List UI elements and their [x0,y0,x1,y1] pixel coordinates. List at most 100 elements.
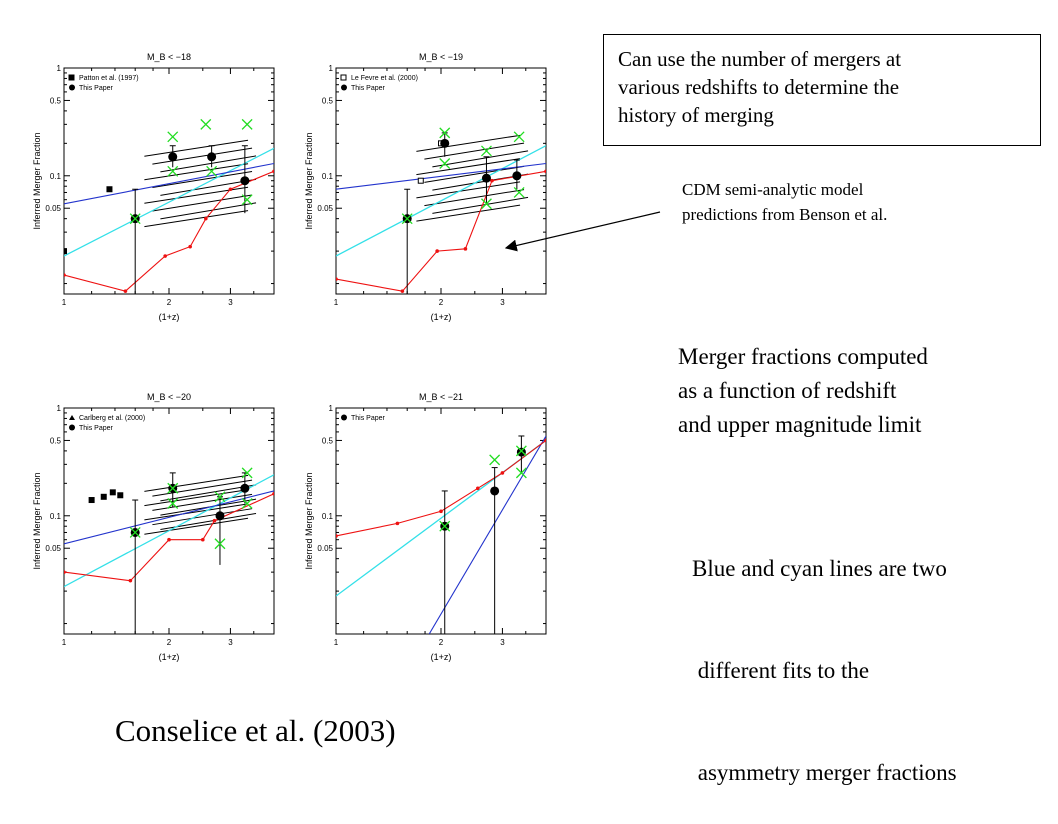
panel-mb-20: M_B < −20 1 0.5 0.1 0.05 1 2 3 (1+z) Inferred Mer… [28,380,278,680]
comparison-point [417,177,424,184]
y-tick-label: 0.1 [50,172,62,181]
panel-mb-18: M_B < −18 1 0.5 0.1 0.05 1 2 3 (1+z) Inferred Mer… [28,40,278,340]
red-model-point [476,486,480,491]
red-model-line [336,170,546,292]
hatch-line [152,194,253,212]
red-model-point [435,249,439,253]
text-line: Merger fractions computed [678,344,928,369]
red-model-point [272,491,274,496]
legend-label: This Paper [351,415,386,422]
green-x-marker [401,213,413,225]
green-x-marker [439,127,451,139]
blue-fit-line [64,490,274,545]
red-model-point [128,578,133,583]
legend-marker [340,74,347,81]
green-x-marker [129,527,141,538]
chart-title: M_B < −19 [419,52,463,62]
legend-label: This Paper [79,425,114,432]
comparison-point [117,492,124,499]
text-line: Blue and cyan lines are two [692,556,947,581]
legend-marker [69,84,75,91]
hatch-line [416,204,521,222]
note-line: CDM semi-analytic model [682,180,864,199]
this-paper-point [481,173,491,183]
plot-area [64,467,274,634]
cyan-fit-line [336,145,546,257]
panel-mb-19: M_B < −19 1 0.5 0.1 0.05 1 2 3 (1+z) Inferred Mer… [300,40,550,340]
x-tick-label: 1 [62,638,67,647]
green-x-marker [167,498,179,509]
cdm-arrow [504,211,661,252]
x-axis-label: (1+z) [159,312,180,322]
legend-label: This Paper [351,85,386,92]
hatch-line [160,155,257,173]
x-tick-label: 3 [228,298,233,307]
hatch-line [416,158,521,176]
x-tick-label: 2 [167,298,172,307]
red-model-point [500,471,505,475]
green-x-marker [241,194,253,206]
green-x-marker [241,498,253,509]
hatch-line [424,165,525,183]
citation: Conselice et al. (2003) [115,713,396,748]
x-tick-label: 3 [500,638,505,647]
y-tick-label: 0.1 [50,512,62,521]
green-x-marker [241,118,253,130]
y-axis-label: Inferred Merger Fraction [304,472,314,569]
green-x-marker [439,520,451,532]
green-x-marker [167,131,179,143]
note-line: various redshifts to determine the [618,75,900,99]
green-x-marker [200,118,212,130]
hatch-line [152,479,253,497]
panel-mb-21: M_B < −21 1 0.5 0.1 0.05 1 2 3 (1+z) Inferred Mer… [300,380,550,680]
green-x-marker [241,467,253,479]
green-x-marker [206,165,218,177]
y-tick-label: 0.05 [45,204,61,213]
this-paper-point [440,138,450,148]
hatch-line [432,196,529,214]
hatch-line [152,171,253,189]
hatch-line [424,142,525,160]
x-axis-label: (1+z) [431,312,452,322]
legend-marker [69,424,75,431]
green-x-marker [129,213,141,225]
merger-fractions-text: Merger fractions computed as a function … [678,340,928,442]
text-line: asymmetry merger fractions [692,760,957,785]
hatch-line [144,163,249,181]
green-x-marker [439,158,451,169]
red-model-point [544,438,546,443]
y-axis-label: Inferred Merger Fraction [32,132,42,229]
hatch-line [144,474,249,492]
red-model-point [400,289,405,293]
red-model-point [544,169,546,174]
red-model-point [439,509,443,514]
legend-marker [68,74,75,81]
comparison-point [100,493,107,500]
chart-title: M_B < −20 [147,392,191,402]
y-tick-label: 1 [329,404,334,413]
red-model-point [167,537,171,542]
blue-fit-line [64,162,274,205]
note-line: history of merging [618,103,774,127]
y-tick-label: 0.5 [322,436,334,445]
plot-area [336,127,546,294]
x-tick-label: 2 [167,638,172,647]
x-tick-label: 1 [62,298,67,307]
red-model-point [212,518,217,523]
y-tick-label: 0.05 [317,204,333,213]
red-model-point [336,534,338,538]
this-paper-point [240,483,250,493]
red-model-point [336,277,338,281]
legend-marker [341,84,347,91]
legend-label: Le Fevre et al. (2000) [351,75,418,82]
comparison-point [106,186,113,193]
green-x-marker [513,131,525,143]
y-axis-label: Inferred Merger Fraction [304,132,314,229]
green-x-marker [481,198,492,210]
red-model-point [204,216,208,221]
y-tick-label: 0.05 [45,544,61,553]
green-x-marker [167,482,179,494]
red-model-point [163,254,167,258]
chart-panel-svg: M_B < −20 1 0.5 0.1 0.05 1 2 3 (1+z) Inferred Mer… [32,392,275,662]
red-model-point [490,178,494,183]
